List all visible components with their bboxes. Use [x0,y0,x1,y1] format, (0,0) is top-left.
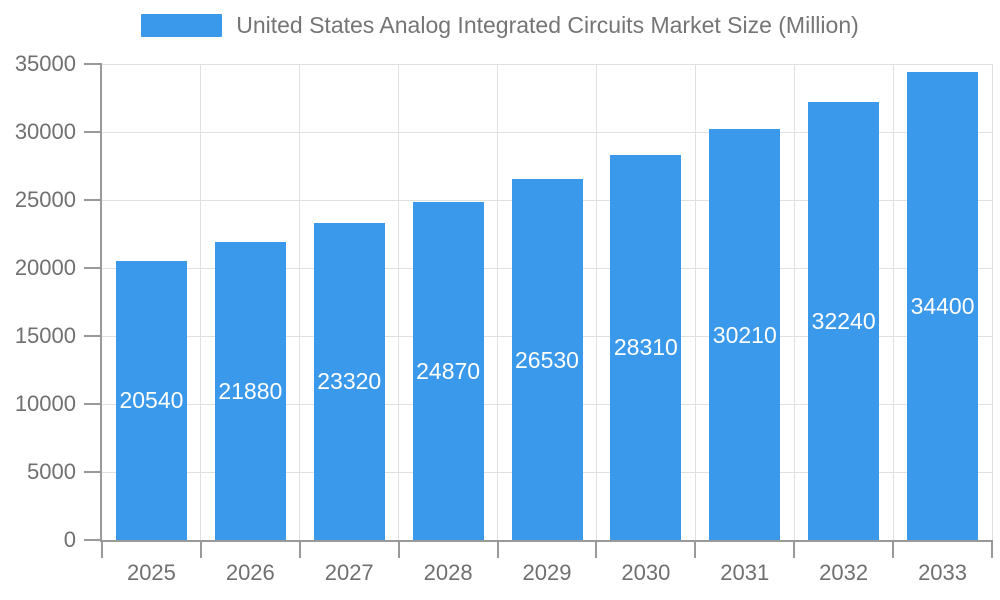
bar-value-label: 21880 [218,378,283,405]
bar-value-label: 23320 [317,368,382,395]
h-gridline [102,131,992,133]
legend-label[interactable]: United States Analog Integrated Circuits… [236,12,859,38]
x-axis-tick-label: 2029 [522,560,572,585]
x-axis-tick-label: 2025 [126,560,176,585]
bar: 20540 [115,260,187,540]
v-gridline [398,64,400,540]
y-axis-tick-label: 25000 [14,187,76,212]
x-axis-tick-label: 2032 [819,560,869,585]
y-axis-tick [84,267,102,269]
x-axis-tick [892,540,895,558]
y-axis-tick [84,403,102,405]
x-axis-tick-label: 2027 [324,560,374,585]
v-gridline [200,64,202,540]
y-axis-line [100,64,102,542]
y-axis-tick-label: 15000 [14,323,76,348]
y-axis-tick [84,471,102,473]
y-axis-tick [84,131,102,133]
x-axis-tick [991,540,993,558]
x-axis-tick-label: 2028 [423,560,473,585]
bar: 32240 [808,101,880,540]
x-axis-tick [496,540,499,558]
bar: 34400 [907,72,979,540]
bar-value-label: 34400 [910,293,975,320]
bar-value-label: 30210 [712,321,777,348]
y-axis-tick-label: 20000 [14,255,76,280]
y-axis-tick-label: 35000 [14,51,76,76]
bar: 26530 [511,179,583,540]
v-gridline [497,64,499,540]
v-gridline [595,64,597,540]
v-gridline [793,64,795,540]
y-axis-tick-label: 10000 [14,391,76,416]
x-axis-tick [298,540,301,558]
y-axis-tick [84,199,102,201]
x-axis-tick [793,540,796,558]
bar-value-label: 20540 [119,387,184,414]
bar-value-label: 26530 [515,346,579,373]
legend[interactable]: United States Analog Integrated Circuits… [0,12,1000,39]
x-axis-tick [595,540,598,558]
x-axis-tick-label: 2031 [720,560,770,585]
bar: 30210 [709,129,781,540]
bar-value-label: 24870 [416,357,481,384]
v-gridline [299,64,301,540]
bar: 21880 [214,242,286,540]
y-axis-tick [84,63,102,65]
legend-swatch-icon[interactable] [141,14,223,37]
x-axis-tick-label: 2026 [225,560,275,585]
x-axis-tick-label: 2033 [918,560,968,585]
y-axis-tick [84,539,102,541]
bar: 28310 [610,154,682,540]
v-gridline [892,64,894,540]
y-axis-tick-label: 30000 [14,119,76,144]
bar-value-label: 28310 [613,334,678,361]
v-gridline [991,64,993,540]
x-axis-tick [101,540,103,558]
h-gridline [102,63,992,65]
y-axis-tick-label: 5000 [27,459,76,484]
x-axis-tick [694,540,697,558]
y-axis-tick-label: 0 [63,527,76,552]
x-axis-tick-label: 2030 [621,560,671,585]
x-axis-line [102,540,992,542]
bar-value-label: 32240 [811,307,876,334]
bar: 23320 [313,222,385,540]
y-axis-tick [84,335,102,337]
x-axis-tick [199,540,202,558]
x-axis-tick [397,540,400,558]
bar: 24870 [412,201,484,540]
v-gridline [694,64,696,540]
